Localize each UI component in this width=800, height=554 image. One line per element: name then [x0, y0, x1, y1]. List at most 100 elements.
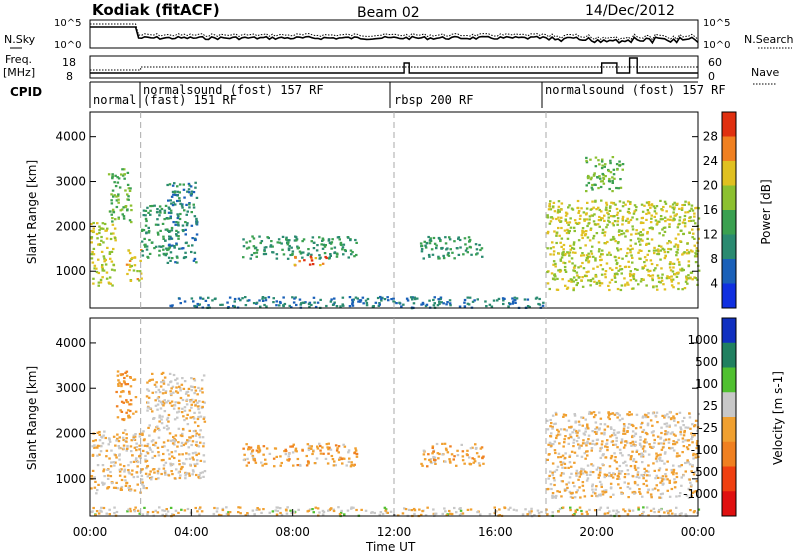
noise-sky-line — [90, 26, 699, 45]
colorbar-tick-6: -500 — [691, 465, 718, 479]
colorbar-cell-3 — [722, 185, 736, 211]
velocity-data — [90, 370, 701, 518]
colorbar-tick-3: 16 — [703, 203, 718, 217]
xtick-label-3: 12:00 — [377, 525, 412, 539]
power-region-8 — [419, 235, 484, 260]
freq-panel: Freq. [MHz] 18 8 60 0 Nave — [3, 53, 779, 85]
colorbar-cell-0 — [722, 318, 736, 344]
freq-label-2: [MHz] — [3, 66, 35, 79]
xtick-label-2: 08:00 — [275, 525, 310, 539]
freq-line — [90, 66, 698, 71]
cpid-label: CPID — [10, 85, 42, 99]
colorbar-tick-1: 500 — [695, 355, 718, 369]
velocity-region-2 — [145, 371, 207, 481]
colorbar-cell-7 — [722, 491, 736, 517]
noise-tick-right-top: 10^5 — [703, 18, 730, 29]
colorbar-tick-5: 24 — [703, 154, 718, 168]
colorbar-cell-4 — [722, 417, 736, 443]
cpid-program-rbsp: rbsp 200 RF — [394, 93, 473, 107]
xtick-label-5: 20:00 — [579, 525, 614, 539]
colorbar-tick-1: 8 — [710, 252, 718, 266]
colorbar-cell-1 — [722, 342, 736, 368]
power-data — [90, 156, 701, 310]
power-colorbar: 4 8 12 16 20 24 28 — [703, 111, 737, 309]
colorbar-tick-2: 12 — [703, 228, 718, 242]
power-ylabel: Slant Range [km] — [25, 160, 39, 264]
power-y-ticks: 1000 2000 3000 4000 — [55, 130, 698, 278]
power-colorbar-label: Power [dB] — [759, 179, 773, 244]
colorbar-cell-6 — [722, 259, 736, 284]
colorbar-tick-0: 4 — [710, 277, 718, 291]
beam-title: Beam 02 — [357, 5, 420, 21]
colorbar-cell-0 — [722, 112, 736, 137]
nave-line — [90, 57, 698, 74]
nave-tick-bottom: 0 — [708, 70, 715, 83]
velocity-region-4 — [420, 442, 485, 468]
ytick-label-0: 1000 — [55, 264, 86, 278]
colorbar-cell-3 — [722, 392, 736, 418]
ytick-label-3: 4000 — [55, 130, 86, 144]
cpid-program-fast: (fast) 151 RF — [143, 93, 237, 107]
power-panel: 1000 2000 3000 4000 Slant Range [km] 4 8 12 16… — [25, 111, 773, 310]
colorbar-cell-5 — [722, 234, 736, 260]
nave-tick-top: 60 — [708, 56, 722, 69]
ytick-label-1: 2000 — [55, 219, 86, 233]
date-title: 14/Dec/2012 — [585, 3, 675, 19]
colorbar-tick-7: -1000 — [683, 487, 718, 501]
xtick-label-6: 00:00 — [681, 525, 716, 539]
colorbar-cell-5 — [722, 441, 736, 467]
power-region-4 — [166, 181, 199, 264]
noise-tick-left-bottom: 10^0 — [54, 40, 81, 51]
colorbar-cell-2 — [722, 367, 736, 393]
cpid-panel: CPID normal normalsound (fost) 157 RF (f… — [10, 81, 726, 108]
noise-right-label: N.Search — [744, 33, 794, 46]
velocity-region-5 — [546, 410, 700, 499]
power-region-6 — [293, 255, 328, 267]
xtick-label-1: 04:00 — [174, 525, 209, 539]
velocity-ylabel: Slant Range [km] — [25, 366, 39, 470]
ytick-label-2: 3000 — [55, 381, 86, 395]
colorbar-cell-4 — [722, 210, 736, 235]
colorbar-cell-7 — [722, 283, 736, 309]
ytick-label-1: 2000 — [55, 427, 86, 441]
freq-label-1: Freq. — [5, 53, 32, 66]
power-region-9 — [546, 199, 701, 292]
colorbar-tick-4: -25 — [698, 421, 718, 435]
colorbar-tick-2: 100 — [695, 377, 718, 391]
ytick-label-0: 1000 — [55, 472, 86, 486]
colorbar-frame — [721, 111, 737, 309]
noise-panel-frame — [89, 19, 699, 49]
colorbar-frame — [721, 317, 737, 517]
cpid-program-normalsound-2: normalsound (fost) 157 RF — [545, 83, 726, 97]
velocity-region-3 — [242, 442, 359, 468]
time-axis-label: Time UT — [365, 540, 416, 554]
power-region-0 — [90, 221, 117, 287]
colorbar-cell-1 — [722, 136, 736, 162]
freq-tick-top: 18 — [62, 56, 76, 69]
noise-tick-left-top: 10^5 — [54, 18, 81, 29]
freq-tick-bottom: 8 — [66, 70, 73, 83]
power-region-10 — [585, 156, 625, 193]
velocity-region-1 — [115, 370, 138, 422]
velocity-y-ticks: 1000 2000 3000 4000 — [55, 336, 698, 486]
ytick-label-2: 3000 — [55, 175, 86, 189]
xtick-label-4: 16:00 — [478, 525, 513, 539]
colorbar-tick-5: -100 — [691, 443, 718, 457]
cpid-program-normal: normal — [93, 93, 136, 107]
time-axis: 00:00 04:00 08:00 12:00 16:00 20:00 00:00 — [73, 112, 716, 539]
velocity-colorbar-label: Velocity [m s-1] — [771, 371, 785, 465]
power-region-5 — [242, 235, 358, 260]
colorbar-tick-3: 25 — [703, 399, 718, 413]
velocity-panel-frame — [89, 317, 699, 517]
noise-tick-right-bottom: 10^0 — [703, 40, 730, 51]
colorbar-cell-2 — [722, 161, 736, 186]
xtick-label-0: 00:00 — [73, 525, 108, 539]
colorbar-tick-6: 28 — [703, 130, 718, 144]
velocity-region-6 — [90, 506, 701, 518]
colorbar-tick-4: 20 — [703, 179, 718, 193]
noise-panel: N.Sky 10^5 10^0 10^5 10^0 N.Search — [4, 18, 794, 51]
ytick-label-3: 4000 — [55, 336, 86, 350]
power-region-1 — [107, 168, 133, 224]
colorbar-tick-0: 1000 — [687, 333, 718, 347]
cpid-program-normalsound-1: normalsound (fost) 157 RF — [143, 83, 324, 97]
